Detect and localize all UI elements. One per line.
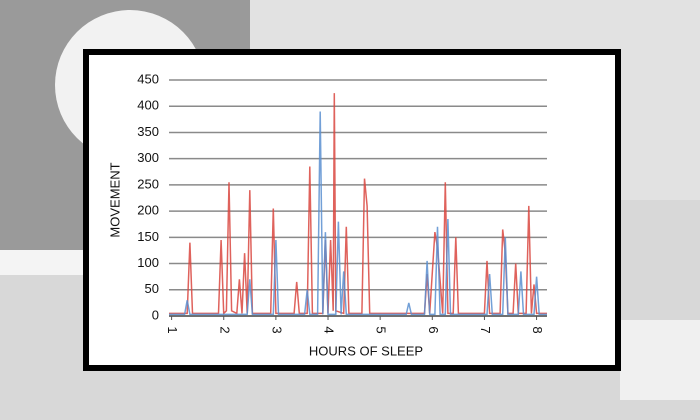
y-tick-label: 300 — [137, 150, 159, 165]
chart-frame — [83, 49, 621, 371]
x-tick-label: 7 — [478, 326, 493, 333]
x-tick-label: 6 — [426, 326, 441, 333]
series-line — [169, 111, 547, 316]
y-tick-label: 150 — [137, 229, 159, 244]
x-tick-label: 3 — [269, 326, 284, 333]
x-tick-label: 8 — [530, 326, 545, 333]
series-line — [169, 93, 547, 316]
y-tick-label: 50 — [145, 281, 159, 296]
y-tick-label: 200 — [137, 203, 159, 218]
x-tick-label: 4 — [322, 326, 337, 333]
y-tick-label: 100 — [137, 255, 159, 270]
x-tick-label: 1 — [165, 326, 180, 333]
x-tick-label: 2 — [217, 326, 232, 333]
y-tick-label: 250 — [137, 176, 159, 191]
y-tick-label: 350 — [137, 124, 159, 139]
y-axis-label: MOVEMENT — [107, 162, 122, 237]
x-axis-label: HOURS OF SLEEP — [309, 343, 423, 358]
y-tick-label: 0 — [152, 307, 159, 322]
y-tick-label: 400 — [137, 98, 159, 113]
object — [620, 320, 700, 400]
shelf — [0, 250, 90, 275]
y-tick-label: 450 — [137, 71, 159, 86]
x-tick-label: 5 — [374, 326, 389, 333]
